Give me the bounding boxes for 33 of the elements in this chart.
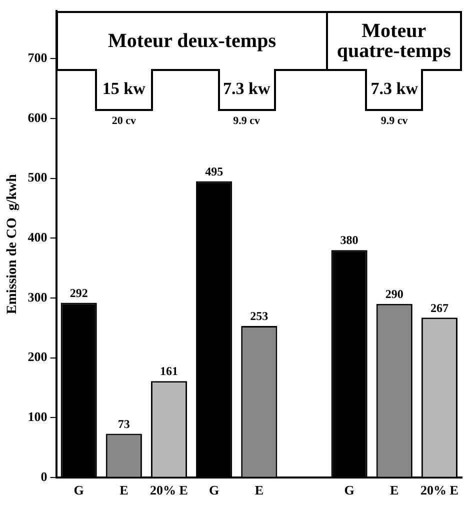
y-tick-label: 0 [40,468,48,484]
label-box: 7.3 kw [365,68,424,111]
y-tick-label: 100 [28,408,48,424]
data-label: 253 [250,309,268,324]
data-label: 290 [385,287,404,302]
header-box: Moteur quatre-temps [326,10,462,71]
x-tick-label: E [254,482,264,498]
y-axis-title: Emission de CO g/kwh [5,174,20,314]
x-tick-label: 20% E [150,482,188,498]
annotation: 9.9 cv [380,114,409,127]
data-label: 380 [340,233,358,248]
label-box: 15 kw [94,68,153,111]
x-tick-label: 20% E [420,482,458,498]
annotation: 20 cv [110,114,137,127]
data-label: 292 [70,286,88,300]
x-tick-label: G [209,482,220,498]
y-tick-label: 300 [28,289,48,304]
y-tick-label: 600 [28,110,48,125]
y-tick-label: 400 [28,229,48,244]
y-tick-label: 500 [28,170,48,185]
y-tick-label: 700 [28,50,48,66]
data-label: 73 [118,416,130,431]
x-tick-label: G [74,482,84,498]
annotation: 9.9 cv [232,114,262,127]
header-box: Moteur deux-temps [56,10,328,71]
data-label: 161 [160,364,178,378]
data-label: 267 [430,300,448,315]
label-box: 7.3 kw [218,68,276,111]
x-tick-label: E [390,482,399,498]
x-tick-label: E [120,482,128,498]
data-label: 495 [205,164,224,178]
y-tick-label: 200 [28,349,48,364]
x-tick-label: G [344,482,354,498]
